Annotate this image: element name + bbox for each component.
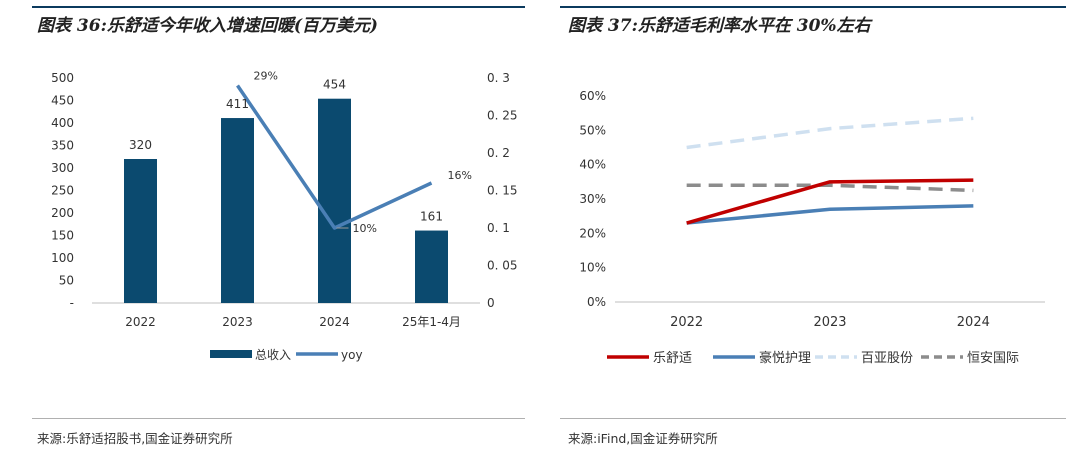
right-axis-tick-label: 0. 3 bbox=[487, 71, 510, 85]
left-axis-tick-label: 150 bbox=[51, 229, 74, 243]
x-tick-label: 2024 bbox=[319, 315, 350, 329]
x-tick-label: 2024 bbox=[957, 315, 990, 330]
left-axis-tick-label: 400 bbox=[51, 116, 74, 130]
legend-label-revenue: 总收入 bbox=[255, 348, 291, 362]
legend-label-hengan: 恒安国际 bbox=[967, 351, 1019, 366]
legend-swatch-revenue bbox=[210, 350, 252, 358]
right-source-rule bbox=[560, 418, 1066, 419]
left-chart-title: 图表 36:乐舒适今年收入增速回暖(百万美元) bbox=[37, 16, 378, 36]
legend-label-baiya: 百亚股份 bbox=[861, 351, 913, 366]
right-axis-tick-label: 0. 2 bbox=[487, 146, 510, 160]
left-axis-tick-label: 300 bbox=[51, 161, 74, 175]
series-line-haoyue bbox=[686, 204, 974, 225]
x-tick-label: 25年1-4月 bbox=[402, 315, 461, 329]
y-axis-tick-label: 0% bbox=[587, 295, 606, 309]
y-axis-tick-label: 20% bbox=[579, 226, 606, 240]
left-axis-tick-label: 500 bbox=[51, 71, 74, 85]
legend-label-haoyue: 豪悦护理 bbox=[759, 350, 811, 366]
right-top-rule bbox=[560, 6, 1066, 8]
right-source-note: 来源:iFind,国金证券研究所 bbox=[568, 431, 718, 446]
right-axis-tick-label: 0. 25 bbox=[487, 109, 518, 123]
series-line-leshushi bbox=[686, 178, 974, 225]
x-tick-label: 2022 bbox=[125, 315, 156, 329]
x-tick-label: 2022 bbox=[670, 315, 703, 330]
right-chart-title: 图表 37:乐舒适毛利率水平在 30%左右 bbox=[568, 16, 871, 36]
left-source-note: 来源:乐舒适招股书,国金证券研究所 bbox=[37, 431, 233, 446]
bar-value-label: 161 bbox=[420, 210, 443, 224]
y-axis-tick-label: 40% bbox=[579, 158, 606, 172]
right-axis-tick-label: 0. 1 bbox=[487, 221, 510, 235]
series-line-hengan bbox=[686, 183, 974, 193]
left-axis-tick-label: 350 bbox=[51, 139, 74, 153]
x-tick-label: 2023 bbox=[222, 315, 253, 329]
revenue-bar-2023 bbox=[221, 118, 254, 303]
yoy-value-label: 10% bbox=[353, 222, 377, 235]
x-tick-label: 2023 bbox=[813, 315, 846, 330]
bar-value-label: 454 bbox=[323, 78, 346, 92]
left-axis-tick-label: 250 bbox=[51, 184, 74, 198]
yoy-value-label: 29% bbox=[254, 70, 278, 83]
right-axis-tick-label: 0. 05 bbox=[487, 259, 518, 273]
y-axis-tick-label: 60% bbox=[579, 89, 606, 103]
revenue-bar-2022 bbox=[124, 159, 157, 303]
left-top-rule bbox=[32, 6, 525, 8]
yoy-value-label: 16% bbox=[448, 169, 472, 182]
left-source-rule bbox=[32, 418, 525, 419]
series-line-baiya bbox=[686, 116, 974, 150]
revenue-bar-25年1-4月 bbox=[415, 230, 448, 303]
legend-label-leshushi: 乐舒适 bbox=[653, 351, 692, 366]
bar-value-label: 411 bbox=[226, 97, 249, 111]
right-axis-tick-label: 0. 15 bbox=[487, 184, 518, 198]
revenue-bar-2024 bbox=[318, 98, 351, 303]
left-axis-tick-label: - bbox=[70, 296, 74, 310]
right-axis-tick-label: 0 bbox=[487, 296, 495, 310]
legend-label-yoy: yoy bbox=[341, 348, 363, 362]
left-axis-tick-label: 200 bbox=[51, 206, 74, 220]
y-axis-tick-label: 10% bbox=[579, 261, 606, 275]
bar-value-label: 320 bbox=[129, 138, 152, 152]
y-axis-tick-label: 50% bbox=[579, 123, 606, 137]
left-axis-tick-label: 50 bbox=[59, 274, 74, 288]
left-axis-tick-label: 450 bbox=[51, 94, 74, 108]
y-axis-tick-label: 30% bbox=[579, 192, 606, 206]
left-axis-tick-label: 100 bbox=[51, 251, 74, 265]
